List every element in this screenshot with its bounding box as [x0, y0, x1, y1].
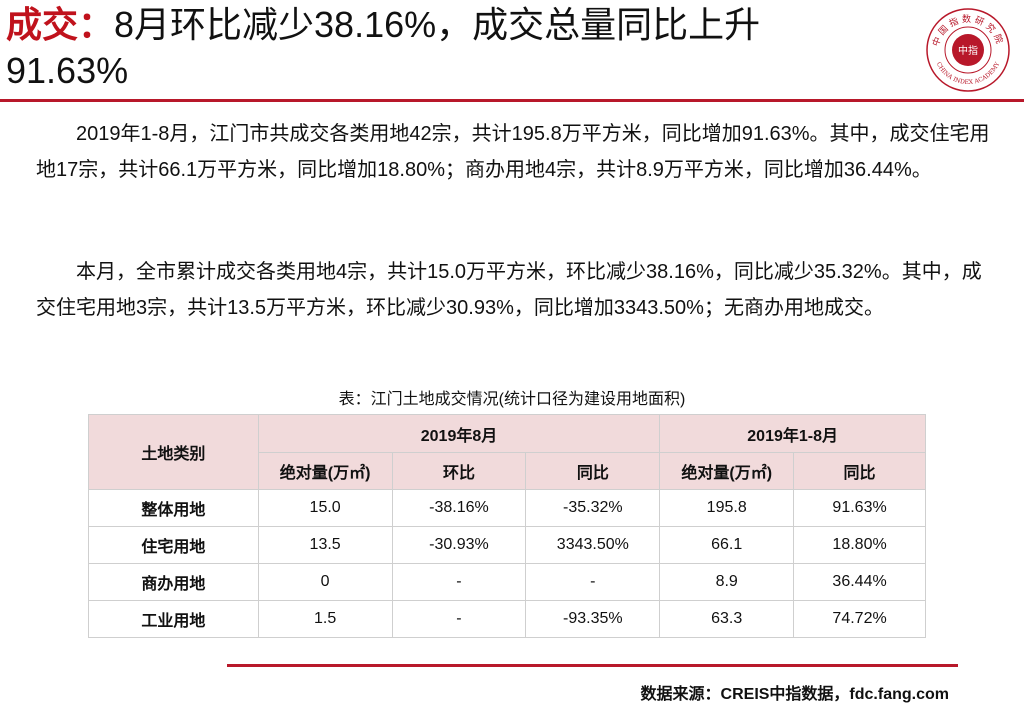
- table-cell: 91.63%: [793, 489, 926, 527]
- table-subheader-row: 绝对量(万㎡) 环比 同比 绝对量(万㎡) 同比: [89, 452, 926, 490]
- table-row: 住宅用地 13.5 -30.93% 3343.50% 66.1 18.80%: [88, 526, 926, 564]
- row-label: 整体用地: [88, 489, 259, 527]
- table-cell: 18.80%: [793, 526, 926, 564]
- group-header-august: 2019年8月: [257, 414, 661, 453]
- table-row: 商办用地 0 - - 8.9 36.44%: [88, 563, 926, 601]
- table-cell: 15.0: [257, 489, 393, 527]
- table-row: 工业用地 1.5 - -93.35% 63.3 74.72%: [88, 600, 926, 638]
- header-rule: [0, 99, 1024, 102]
- table-cell: 0: [257, 563, 393, 601]
- logo-center-text: 中指: [958, 44, 978, 57]
- table-cell: 13.5: [257, 526, 393, 564]
- table-cell: 1.5: [257, 600, 393, 638]
- table-caption: 表：江门土地成交情况(统计口径为建设用地面积): [338, 391, 686, 408]
- group-header-ytd: 2019年1-8月: [659, 414, 926, 453]
- table-cell: 36.44%: [793, 563, 926, 601]
- paragraph-1: 2019年1-8月，江门市共成交各类用地42宗，共计195.8万平方米，同比增加…: [36, 123, 990, 181]
- row-label: 工业用地: [88, 600, 259, 638]
- china-index-academy-logo: 中国指数研究院 中指 CHINA INDEX ACADEMY: [926, 8, 1010, 92]
- corner-header: 土地类别: [88, 414, 259, 490]
- paragraph-2: 本月，全市累计成交各类用地4宗，共计15.0万平方米，环比减少38.16%，同比…: [36, 261, 982, 319]
- column-header: 同比: [525, 452, 661, 490]
- column-header: 绝对量(万㎡): [659, 452, 795, 490]
- title-accent: 成交：: [6, 4, 115, 45]
- table-cell: -: [391, 563, 527, 601]
- page-title: 成交：8月环比减少38.16%，成交总量同比上升 91.63%: [6, 2, 906, 94]
- table-cell: 74.72%: [793, 600, 926, 638]
- row-label: 住宅用地: [88, 526, 259, 564]
- land-transaction-table: 土地类别 2019年8月 2019年1-8月 绝对量(万㎡) 环比 同比 绝对量…: [88, 414, 926, 638]
- column-header: 环比: [391, 452, 527, 490]
- table-cell: 8.9: [659, 563, 795, 601]
- table-cell: 66.1: [659, 526, 795, 564]
- data-source: 数据来源：CREIS中指数据，fdc.fang.com: [640, 686, 949, 703]
- title-line-1: 8月环比减少38.16%，成交总量同比上升: [114, 4, 761, 45]
- table-header-row: 土地类别 2019年8月 2019年1-8月: [88, 414, 926, 490]
- footer-rule: [227, 664, 958, 667]
- column-header: 同比: [793, 452, 926, 490]
- title-line-2: 91.63%: [6, 50, 129, 91]
- row-label: 商办用地: [88, 563, 259, 601]
- table-cell: -35.32%: [525, 489, 661, 527]
- table-cell: 3343.50%: [525, 526, 661, 564]
- table-row: 整体用地 15.0 -38.16% -35.32% 195.8 91.63%: [88, 489, 926, 527]
- table-cell: 195.8: [659, 489, 795, 527]
- table-cell: -: [391, 600, 527, 638]
- table-cell: -38.16%: [391, 489, 527, 527]
- table-cell: 63.3: [659, 600, 795, 638]
- table-cell: -30.93%: [391, 526, 527, 564]
- table-cell: -: [525, 563, 661, 601]
- column-header: 绝对量(万㎡): [257, 452, 393, 490]
- table-cell: -93.35%: [525, 600, 661, 638]
